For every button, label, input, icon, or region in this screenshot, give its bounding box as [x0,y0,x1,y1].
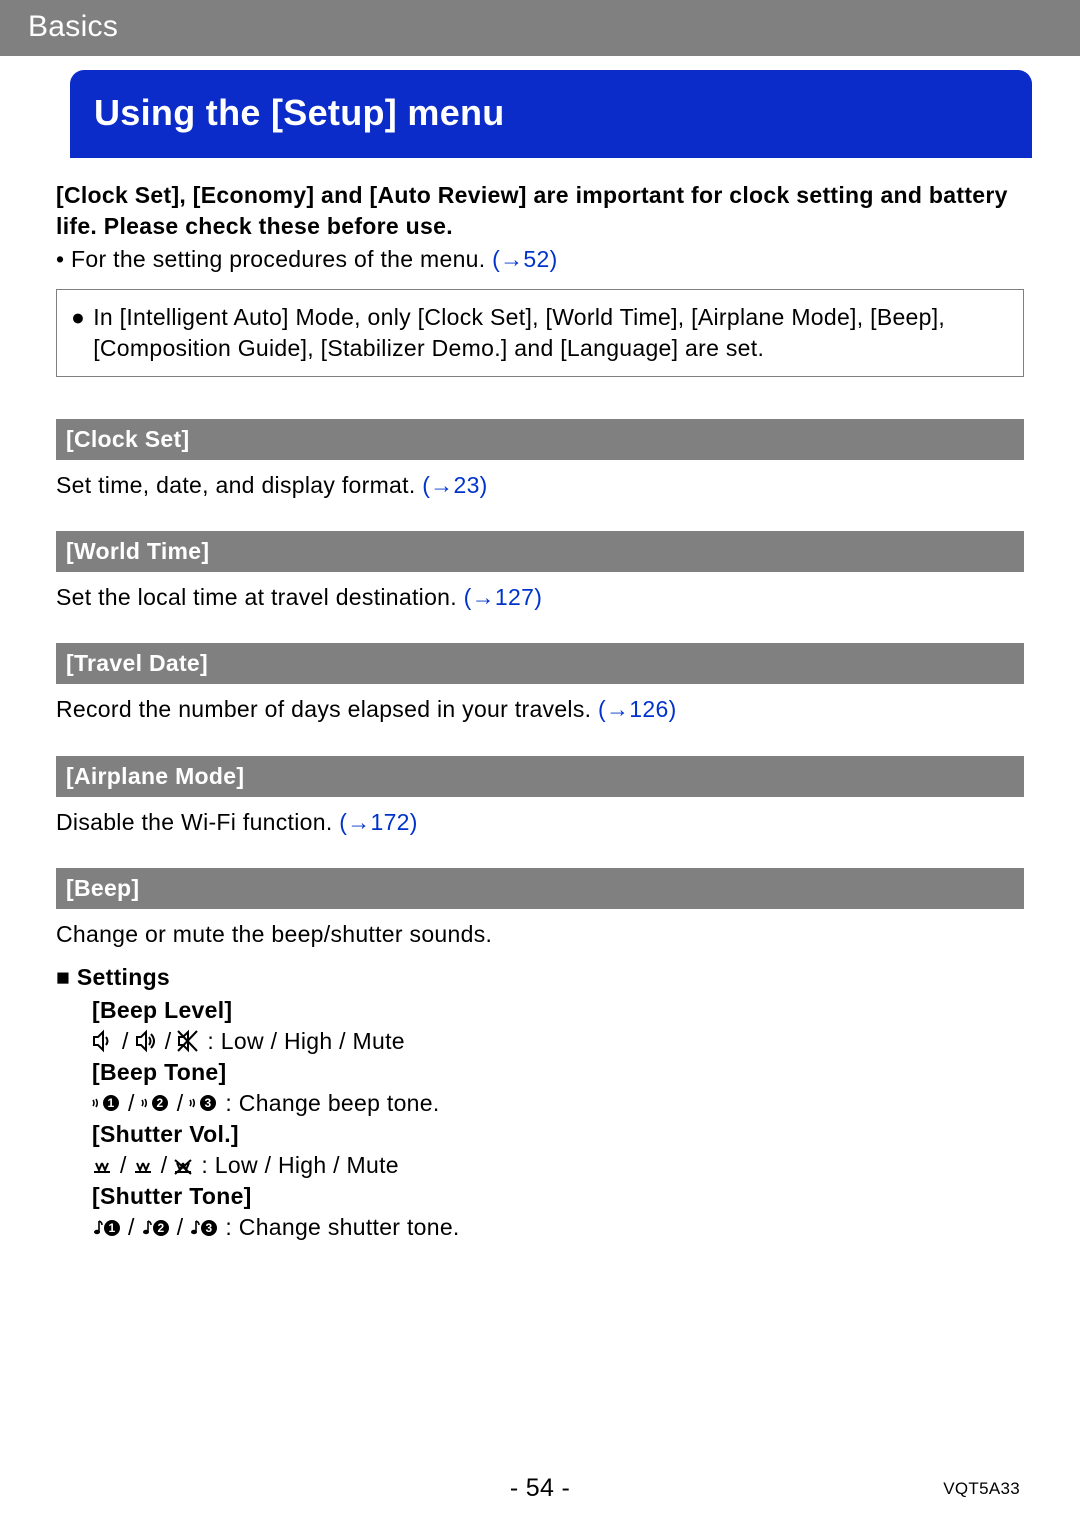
breadcrumb-bar: Basics [0,0,1080,56]
tone-3-icon [189,1093,219,1113]
shutter-vol-desc: : Low / High / Mute [201,1150,398,1181]
note-bullet-icon: ● [71,302,85,364]
intro-bullet-text: • For the setting procedures of the menu… [56,246,485,272]
shutter-vol-line: / / : Low / High / Mute [92,1150,1024,1181]
section-bar-beep: [Beep] [56,868,1024,909]
beep-settings-block: ■ Settings [Beep Level] / / : Low / High… [56,962,1024,1243]
link-world-time[interactable]: (→127) [464,584,543,610]
shutter-tone-1-icon [92,1218,122,1238]
intro-bullet-line: • For the setting procedures of the menu… [56,244,1024,275]
section-desc-world-time: Set the local time at travel destination… [56,582,1024,613]
tone-2-icon [141,1093,171,1113]
note-text: In [Intelligent Auto] Mode, only [Clock … [93,302,1007,364]
shutter-tone-label: [Shutter Tone] [92,1181,1024,1212]
shutter-tone-2-icon [141,1218,171,1238]
shutter-vol-label: [Shutter Vol.] [92,1119,1024,1150]
section-bar-clock-set: [Clock Set] [56,419,1024,460]
section-desc-clock-set: Set time, date, and display format. (→23… [56,470,1024,501]
speaker-low-icon [92,1029,116,1053]
intro-bullet-link[interactable]: (→52) [492,246,557,272]
link-airplane[interactable]: (→172) [339,809,418,835]
page-title: Using the [Setup] menu [94,92,505,133]
speaker-mute-icon [177,1029,201,1053]
page-title-bar: Using the [Setup] menu [70,70,1032,158]
shutter-tone-3-icon [189,1218,219,1238]
settings-group: [Beep Level] / / : Low / High / Mute [Be… [56,995,1024,1243]
link-travel-date[interactable]: (→126) [598,696,677,722]
beep-tone-desc: : Change beep tone. [225,1088,439,1119]
shutter-low-icon [92,1155,114,1177]
shutter-tone-desc: : Change shutter tone. [225,1212,459,1243]
shutter-mute-icon [173,1155,195,1177]
note-box: ● In [Intelligent Auto] Mode, only [Cloc… [56,289,1024,377]
section-bar-airplane: [Airplane Mode] [56,756,1024,797]
beep-level-desc: : Low / High / Mute [207,1026,404,1057]
section-bar-travel-date: [Travel Date] [56,643,1024,684]
speaker-high-icon [135,1029,159,1053]
content-area: [Clock Set], [Economy] and [Auto Review]… [56,180,1024,1243]
section-desc-airplane: Disable the Wi-Fi function. (→172) [56,807,1024,838]
beep-level-label: [Beep Level] [92,995,1024,1026]
section-bar-world-time: [World Time] [56,531,1024,572]
beep-tone-label: [Beep Tone] [92,1057,1024,1088]
page-number: - 54 - [0,1474,1080,1503]
document-id: VQT5A33 [943,1479,1020,1499]
link-clock-set[interactable]: (→23) [422,472,487,498]
section-desc-beep: Change or mute the beep/shutter sounds. [56,919,1024,950]
intro-bold-text: [Clock Set], [Economy] and [Auto Review]… [56,180,1024,242]
shutter-high-icon [133,1155,155,1177]
shutter-tone-line: / / : Change shutter tone. [92,1212,1024,1243]
beep-level-line: / / : Low / High / Mute [92,1026,1024,1057]
sections-list: [Clock Set] Set time, date, and display … [56,419,1024,1243]
tone-1-icon [92,1093,122,1113]
breadcrumb-text: Basics [28,10,118,43]
settings-heading: ■ Settings [56,962,1024,993]
beep-tone-line: / / : Change beep tone. [92,1088,1024,1119]
section-desc-travel-date: Record the number of days elapsed in you… [56,694,1024,725]
